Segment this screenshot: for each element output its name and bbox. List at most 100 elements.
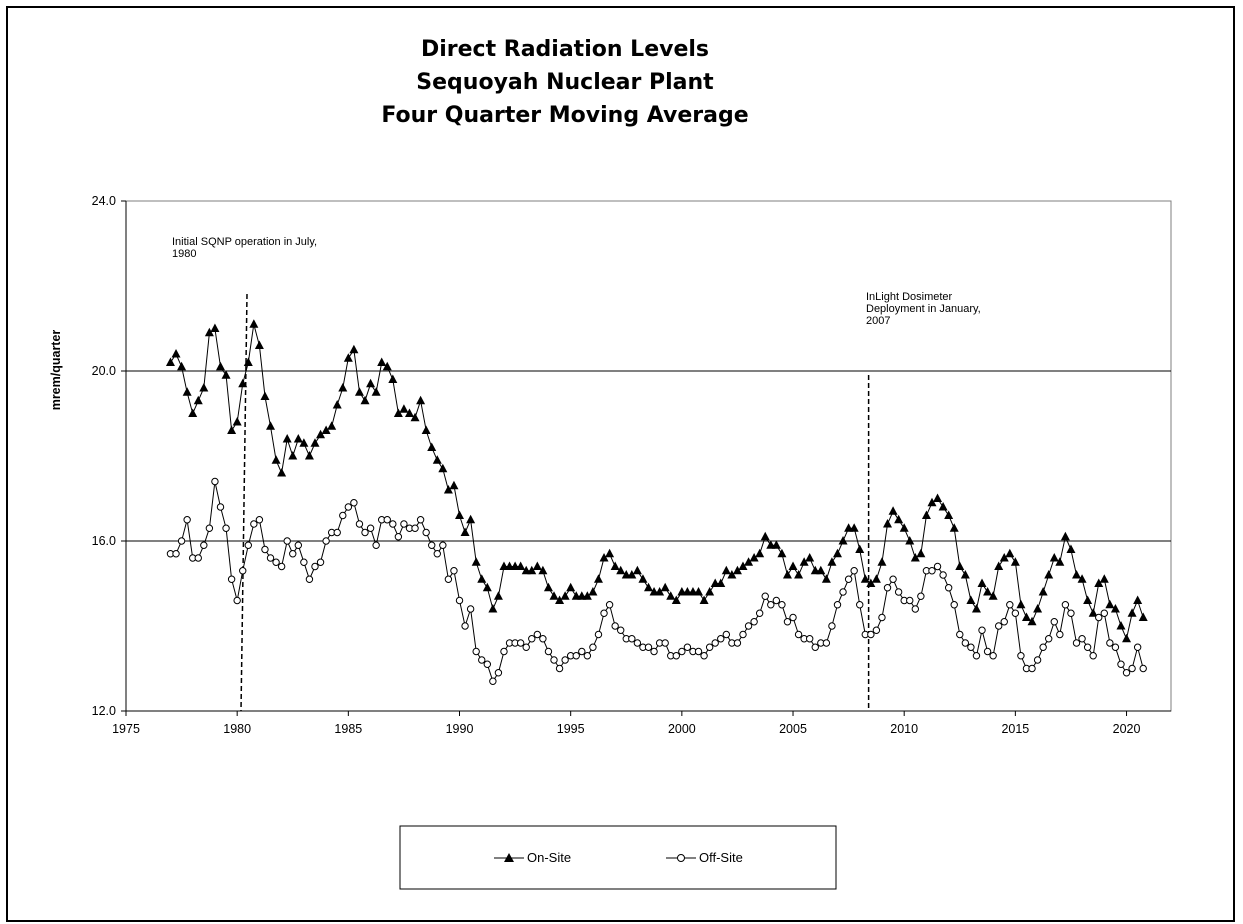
data-point	[762, 593, 768, 599]
data-point	[234, 597, 240, 603]
data-point	[199, 383, 208, 392]
data-point	[1001, 619, 1007, 625]
data-point	[288, 451, 297, 460]
data-point	[661, 583, 670, 592]
data-point	[351, 500, 357, 506]
data-point	[612, 623, 618, 629]
data-point	[1123, 670, 1129, 676]
data-point	[806, 636, 812, 642]
data-point	[779, 602, 785, 608]
y-tick-label: 20.0	[92, 364, 116, 378]
data-point	[472, 557, 481, 566]
data-point	[929, 568, 935, 574]
data-point	[834, 602, 840, 608]
data-point	[1016, 600, 1025, 609]
data-point	[579, 648, 585, 654]
data-point	[494, 591, 503, 600]
y-axis: 12.016.020.024.0	[92, 194, 126, 718]
data-point	[944, 511, 953, 520]
series-off-site	[167, 478, 1146, 684]
data-point	[1122, 634, 1131, 643]
x-tick-label: 2010	[890, 722, 918, 736]
data-point	[879, 614, 885, 620]
chart-title-line-1: Direct Radiation Levels	[421, 37, 709, 62]
data-point	[566, 583, 575, 592]
data-point	[556, 665, 562, 671]
data-point	[427, 443, 436, 452]
data-point	[251, 521, 257, 527]
data-point	[601, 610, 607, 616]
data-point	[1029, 665, 1035, 671]
x-tick-label: 1995	[557, 722, 585, 736]
data-point	[244, 358, 253, 367]
data-point	[1034, 657, 1040, 663]
data-point	[829, 623, 835, 629]
data-point	[962, 640, 968, 646]
data-point	[877, 557, 886, 566]
data-point	[823, 640, 829, 646]
data-point	[961, 570, 970, 579]
data-point	[666, 591, 675, 600]
data-point	[768, 602, 774, 608]
data-point	[323, 538, 329, 544]
y-tick-label: 24.0	[92, 194, 116, 208]
data-point	[855, 545, 864, 554]
data-point	[679, 648, 685, 654]
annotation-inlight-text: InLight Dosimeter	[866, 291, 953, 303]
chart-title: Direct Radiation Levels Sequoyah Nuclear…	[381, 37, 748, 128]
data-point	[1018, 653, 1024, 659]
data-point	[384, 517, 390, 523]
legend: On-Site Off-Site	[400, 826, 836, 889]
data-point	[789, 562, 798, 571]
data-point	[916, 549, 925, 558]
data-point	[662, 640, 668, 646]
data-point	[983, 587, 992, 596]
data-point	[1062, 602, 1068, 608]
data-point	[790, 614, 796, 620]
data-point	[484, 661, 490, 667]
data-point	[255, 341, 264, 350]
data-point	[166, 358, 175, 367]
data-point	[784, 619, 790, 625]
data-point	[295, 542, 301, 548]
data-point	[388, 375, 397, 384]
data-point	[473, 648, 479, 654]
data-point	[433, 455, 442, 464]
data-point	[1050, 553, 1059, 562]
data-point	[461, 528, 470, 537]
data-point	[355, 387, 364, 396]
data-point	[266, 421, 275, 430]
data-point	[695, 648, 701, 654]
data-point	[249, 319, 258, 328]
data-point	[416, 396, 425, 405]
data-point	[212, 478, 218, 484]
data-point	[618, 627, 624, 633]
data-point	[629, 636, 635, 642]
data-point	[833, 549, 842, 558]
data-point	[590, 644, 596, 650]
data-point	[884, 585, 890, 591]
data-point	[900, 523, 909, 532]
data-point	[845, 576, 851, 582]
data-point	[1118, 661, 1124, 667]
chart-title-line-3: Four Quarter Moving Average	[381, 103, 748, 128]
annotations: Initial SQNP operation in July,1980InLig…	[172, 236, 981, 711]
data-point	[973, 653, 979, 659]
data-point	[216, 362, 225, 371]
data-point	[883, 519, 892, 528]
data-point	[545, 648, 551, 654]
data-point	[222, 370, 231, 379]
data-point	[561, 591, 570, 600]
data-point	[294, 434, 303, 443]
data-point	[594, 574, 603, 583]
data-point	[794, 570, 803, 579]
x-tick-label: 1980	[223, 722, 251, 736]
data-point	[605, 549, 614, 558]
data-point	[706, 644, 712, 650]
data-point	[333, 400, 342, 409]
data-point	[1101, 610, 1107, 616]
data-point	[701, 653, 707, 659]
data-point	[934, 563, 940, 569]
data-point	[1096, 614, 1102, 620]
data-point	[1044, 570, 1053, 579]
